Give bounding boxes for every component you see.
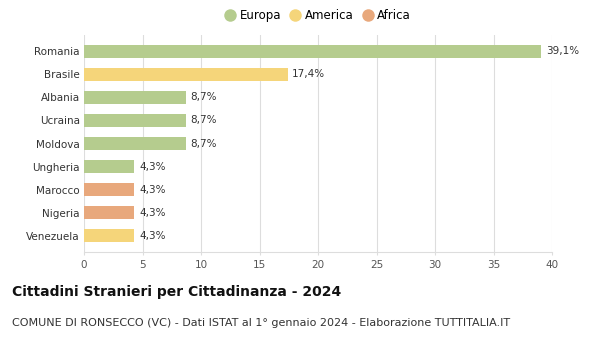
Bar xyxy=(84,230,134,242)
Text: 17,4%: 17,4% xyxy=(292,69,325,79)
Text: 4,3%: 4,3% xyxy=(139,208,166,218)
Text: Cittadini Stranieri per Cittadinanza - 2024: Cittadini Stranieri per Cittadinanza - 2… xyxy=(12,285,341,299)
Bar xyxy=(84,137,186,150)
Bar xyxy=(84,160,134,173)
Bar xyxy=(84,68,287,80)
Text: 8,7%: 8,7% xyxy=(190,139,217,148)
Text: 8,7%: 8,7% xyxy=(190,116,217,125)
Text: 4,3%: 4,3% xyxy=(139,231,166,241)
Text: COMUNE DI RONSECCO (VC) - Dati ISTAT al 1° gennaio 2024 - Elaborazione TUTTITALI: COMUNE DI RONSECCO (VC) - Dati ISTAT al … xyxy=(12,318,510,329)
Bar xyxy=(84,91,186,104)
Legend: Europa, America, Africa: Europa, America, Africa xyxy=(221,5,415,27)
Bar xyxy=(84,45,541,57)
Bar xyxy=(84,206,134,219)
Text: 39,1%: 39,1% xyxy=(546,46,579,56)
Bar xyxy=(84,114,186,127)
Text: 4,3%: 4,3% xyxy=(139,162,166,172)
Text: 4,3%: 4,3% xyxy=(139,185,166,195)
Bar xyxy=(84,183,134,196)
Text: 8,7%: 8,7% xyxy=(190,92,217,102)
